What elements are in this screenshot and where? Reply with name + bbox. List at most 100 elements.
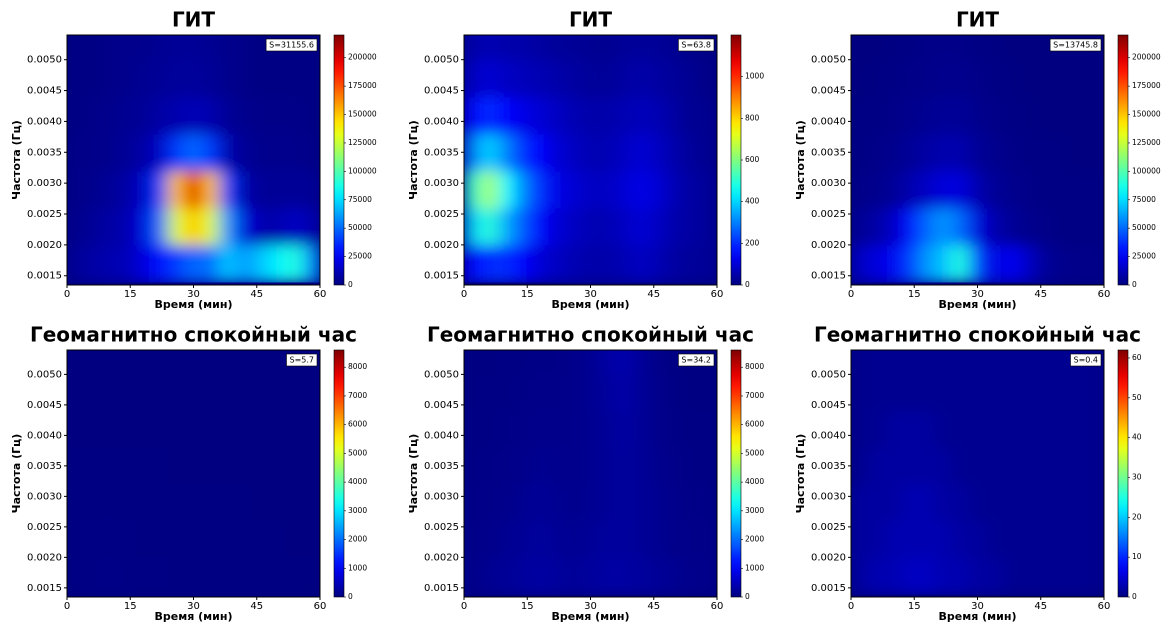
heatmap-cell [1019,59,1038,98]
heatmap-cell [480,96,499,135]
colorbar-tick-label: 200000 [1132,53,1161,62]
y-tick-label: 0.0020 [27,552,62,563]
colorbar-tick-label: 2000 [745,535,764,544]
heatmap-cell [218,170,237,209]
heatmap-cell [632,484,651,522]
heatmap-cell [632,35,651,61]
heatmap-cell [582,244,600,283]
heatmap-cell [666,374,684,412]
x-tick-label: 15 [908,289,921,300]
y-tick-label: 0.0045 [811,86,846,97]
y-tick-label: 0.0020 [27,240,62,251]
heatmap-cell [151,447,169,485]
y-tick-label: 0.0025 [27,209,62,220]
heatmap-cell [83,484,102,522]
heatmap-cell [683,170,701,209]
heatmap-cell [1087,374,1104,412]
heatmap-cell [252,557,270,595]
heatmap-cell [269,410,287,449]
colorbar-tick-label: 75000 [348,195,372,204]
y-tick-label: 0.0040 [27,430,62,441]
heatmap-cell [1087,244,1104,283]
heatmap-cell [598,520,617,558]
y-tick-label: 0.0015 [424,271,459,282]
heatmap-cell [582,410,600,449]
heatmap-cell [969,374,987,412]
heatmap-cell [235,350,254,375]
heatmap-cell [252,410,270,449]
heatmap-cell [480,244,499,283]
heatmap-cell [464,35,482,61]
heatmap-cell [598,35,617,61]
heatmap-cell [117,350,135,375]
heatmap-cell [615,557,634,595]
heatmap-cell [168,59,186,98]
y-tick-label: 0.0050 [811,55,846,66]
heatmap-cell [514,244,532,283]
heatmap-cell [851,59,869,98]
heatmap-cell [100,207,119,246]
heatmap-cell [884,557,903,595]
heatmap-cell [683,96,701,135]
heatmap-cell [168,484,186,522]
heatmap-cell [134,484,152,522]
heatmap-cell [884,35,903,61]
heatmap-cell [666,96,684,135]
heatmap-cell [700,374,717,412]
heatmap-cell [565,374,583,412]
heatmap-cell [303,484,320,522]
heatmap-cell [1019,484,1038,522]
heatmap-cell [252,244,270,283]
y-tick-label: 0.0025 [811,522,846,533]
heatmap-cell [632,520,651,558]
y-tick-label: 0.0035 [811,147,846,158]
heatmap-cell [1053,447,1071,485]
heatmap-cell [218,520,237,558]
heatmap-cell [531,207,549,246]
heatmap-cell [985,59,1004,98]
heatmap-cell [1019,133,1038,172]
heatmap-cell [901,410,919,449]
heatmap-cell [134,133,152,172]
y-tick-label: 0.0050 [811,369,846,380]
heatmap-cell [1087,59,1104,98]
heatmap-cell [565,244,583,283]
x-axis-label: Время (мин) [155,610,233,623]
heatmap-cell [969,59,987,98]
heatmap-cell [67,350,85,375]
heatmap-cell [683,557,701,595]
heatmap-cell [185,520,203,558]
colorbar-tick-label: 0 [745,592,750,601]
x-tick-label: 45 [647,289,660,300]
heatmap-cell [615,447,634,485]
colorbar-tick-label: 30 [1132,472,1142,481]
heatmap-cell [269,170,287,209]
heatmap-cell [1053,96,1071,135]
heatmap-cell [497,374,516,412]
colorbar-tick-label: 10 [1132,552,1142,561]
heatmap-cell [303,133,320,172]
heatmap-cell [201,350,220,375]
heatmap-cell [269,557,287,595]
x-tick-label: 0 [848,289,854,300]
heatmap-cell [666,520,684,558]
heatmap-cell [134,410,152,449]
colorbar-tick-label: 125000 [1132,138,1161,147]
colorbar-tick-label: 400 [745,197,760,206]
x-tick-label: 60 [711,289,724,300]
heatmap [851,350,1104,597]
heatmap-cell [531,447,549,485]
annotation: S=13745.8 [1053,41,1098,50]
heatmap-cells [851,350,1104,595]
y-tick-label: 0.0045 [424,400,459,411]
colorbar-tick-label: 100000 [348,166,377,175]
colorbar-tick-label: 800 [745,113,760,122]
heatmap-cell [582,59,600,98]
heatmap-cell [918,520,936,558]
heatmap-cell [235,59,254,98]
heatmap-cell [598,557,617,595]
heatmap-cell [497,410,516,449]
heatmap-cell [935,207,953,246]
x-tick-label: 15 [521,289,534,300]
